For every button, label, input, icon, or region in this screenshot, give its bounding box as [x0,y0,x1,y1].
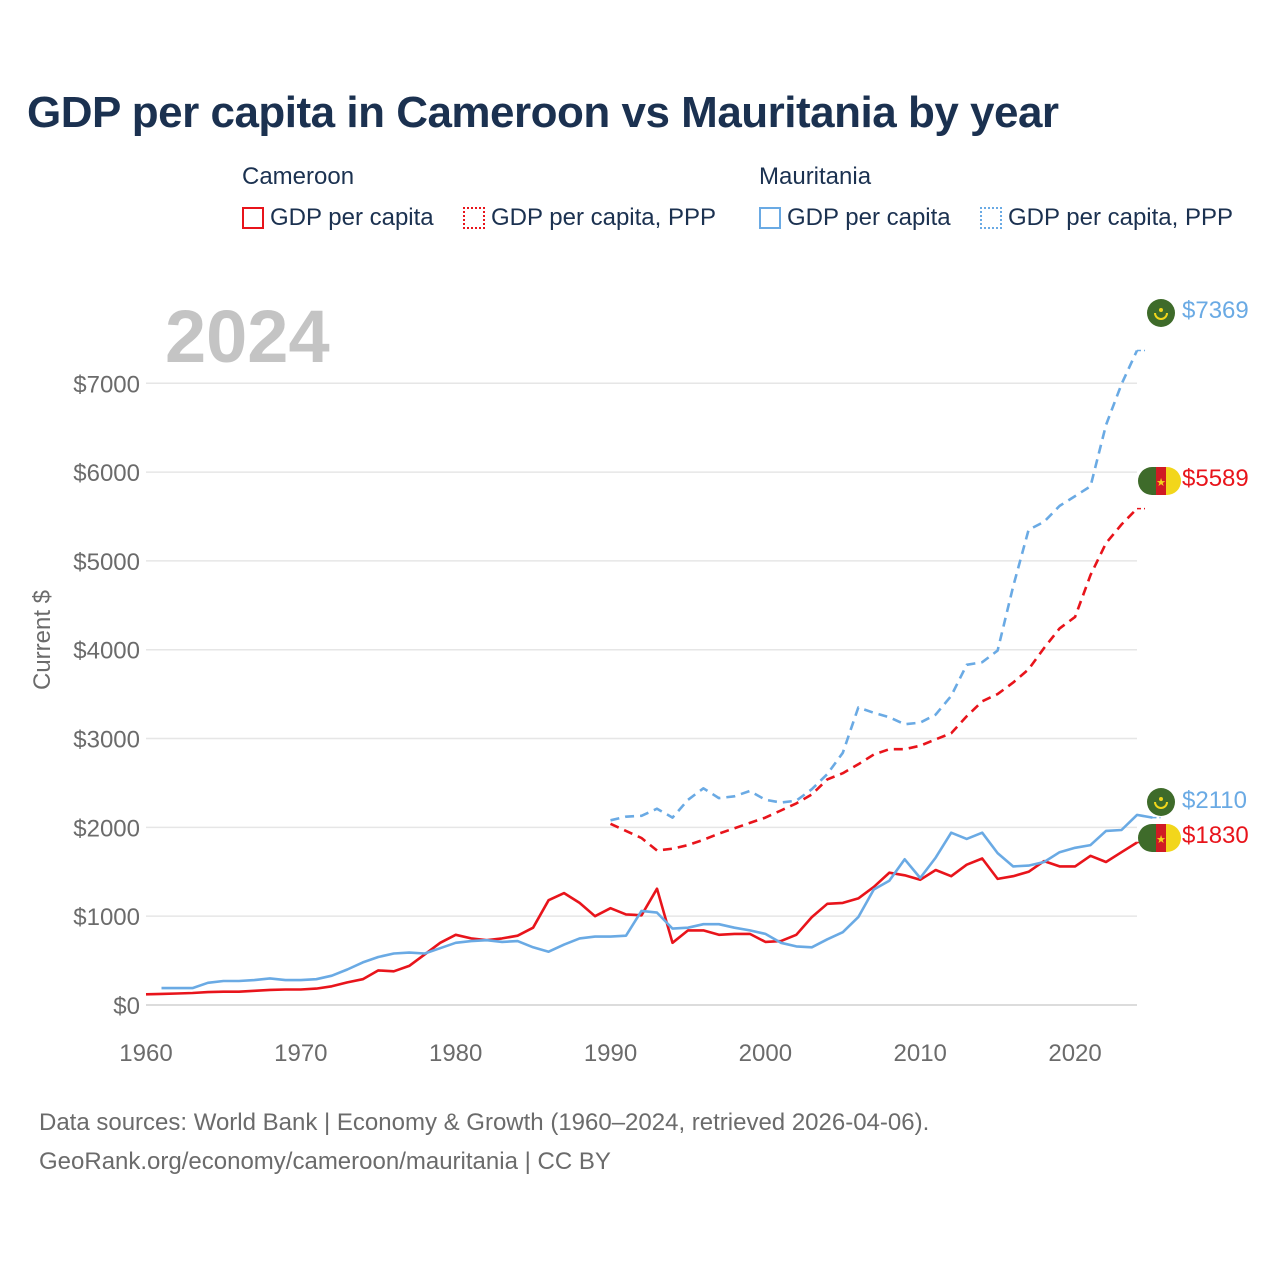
end-label-cameroon-gdp: $1830 [1182,822,1249,849]
x-tick-label-1960: 1960 [119,1040,172,1067]
y-tick-label-6000: $6000 [73,460,140,487]
legend-swatch-dotted-blue-icon [980,207,1002,229]
y-axis-label: Current $ [29,590,56,690]
series-line-1 [609,507,1138,852]
legend-mauritania-gdp[interactable]: GDP per capita [759,204,951,232]
series-line-0 [145,841,1138,996]
y-tick-label-7000: $7000 [73,371,140,398]
x-tick-label-2020: 2020 [1048,1040,1101,1067]
svg-text:★: ★ [1156,833,1166,846]
legend-mauritania-title: Mauritania [759,163,872,190]
legend-cameroon-title: Cameroon [242,163,355,190]
series-lines [145,349,1161,996]
year-watermark: 2024 [165,295,330,378]
x-axis-ticks: 1960 1970 1980 1990 2000 2010 2020 [119,1040,1101,1067]
legend-swatch-solid-blue-icon [759,207,781,229]
legend-label: GDP per capita [270,204,434,231]
legend-cameroon-ppp[interactable]: GDP per capita, PPP [463,204,716,232]
x-tick-label-2010: 2010 [894,1040,947,1067]
y-tick-label-3000: $3000 [73,727,140,754]
y-axis-ticks: $0 $1000 $2000 $3000 $4000 $5000 $6000 $7000 [73,371,140,1020]
legend-label: GDP per capita, PPP [491,204,716,231]
y-tick-label-4000: $4000 [73,638,140,665]
series-line-3 [610,349,1139,822]
legend-label: GDP per capita [787,204,951,231]
end-label-mauritania-gdp: $2110 [1182,787,1247,814]
y-tick-label-5000: $5000 [73,549,140,576]
end-label-mauritania-ppp: $7369 [1182,297,1249,324]
x-tick-label-2000: 2000 [739,1040,792,1067]
y-tick-label-2000: $2000 [73,815,140,842]
flag-mauritania-ppp-icon [1147,299,1175,327]
svg-text:★: ★ [1156,476,1166,489]
chart-title: GDP per capita in Cameroon vs Mauritania… [27,88,1059,137]
y-tick-label-1000: $1000 [73,904,140,931]
legend-cameroon-gdp[interactable]: GDP per capita [242,204,434,232]
legend-swatch-solid-red-icon [242,207,264,229]
flag-cameroon-ppp-icon: ★ [1138,467,1181,495]
legend-mauritania-ppp[interactable]: GDP per capita, PPP [980,204,1233,232]
legend-label: GDP per capita, PPP [1008,204,1233,231]
grid-lines [146,382,1137,1006]
series-line-2 [161,813,1153,990]
footer-sources: Data sources: World Bank | Economy & Gro… [39,1109,930,1136]
end-label-cameroon-ppp: $5589 [1182,465,1249,492]
flag-mauritania-gdp-icon [1147,788,1175,816]
x-tick-label-1980: 1980 [429,1040,482,1067]
footer-attribution[interactable]: GeoRank.org/economy/cameroon/mauritania … [39,1148,611,1175]
legend-swatch-dotted-red-icon [463,207,485,229]
flag-cameroon-gdp-icon: ★ [1138,824,1181,852]
x-tick-label-1990: 1990 [584,1040,637,1067]
y-tick-label-0: $0 [113,993,140,1020]
x-tick-label-1970: 1970 [274,1040,327,1067]
